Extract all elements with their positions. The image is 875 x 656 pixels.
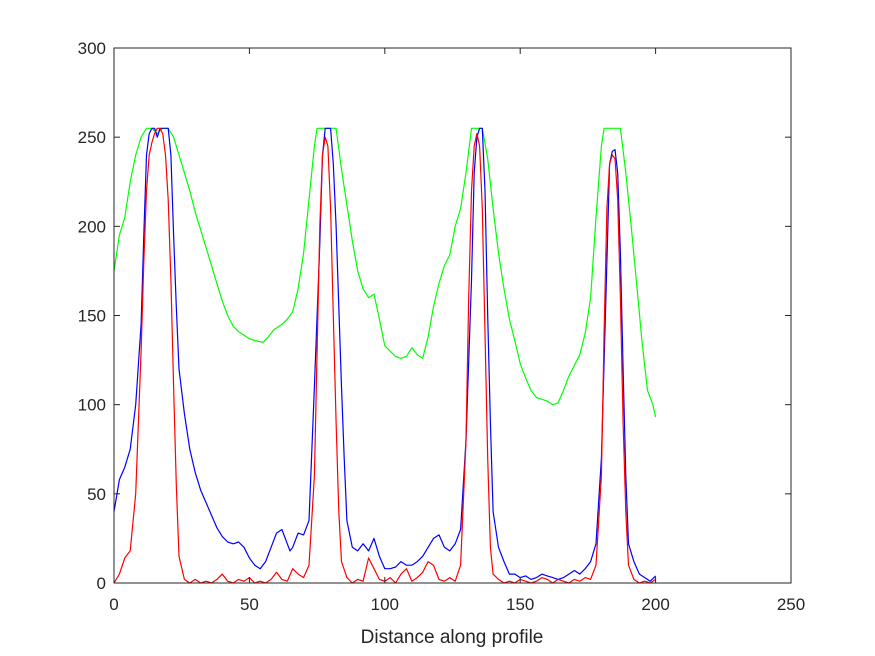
x-tick-label: 200	[641, 595, 669, 614]
plot-background	[114, 48, 791, 583]
plot-area	[114, 48, 791, 583]
x-tick-label: 150	[506, 595, 534, 614]
y-tick-label: 300	[78, 39, 106, 58]
series-line-3	[113, 127, 656, 584]
y-tick-label: 150	[78, 307, 106, 326]
y-tick-label: 100	[78, 396, 106, 415]
y-tick-label: 250	[78, 128, 106, 147]
x-tick-label: 250	[777, 595, 805, 614]
y-tick-label: 0	[97, 574, 106, 593]
series-layer	[113, 127, 657, 584]
series-line-1	[113, 127, 657, 418]
axes: 0 50 100 150 200 250 0 50 100 150 200 250 300	[78, 39, 806, 614]
x-tick-label: 100	[371, 595, 399, 614]
x-axis-label: Distance along profile	[361, 627, 544, 648]
y-tick-label: 50	[87, 485, 106, 504]
y-tick-label: 200	[78, 217, 106, 236]
x-tick-label: 50	[240, 595, 259, 614]
x-tick-label: 0	[109, 595, 118, 614]
series-line-2	[113, 127, 657, 582]
